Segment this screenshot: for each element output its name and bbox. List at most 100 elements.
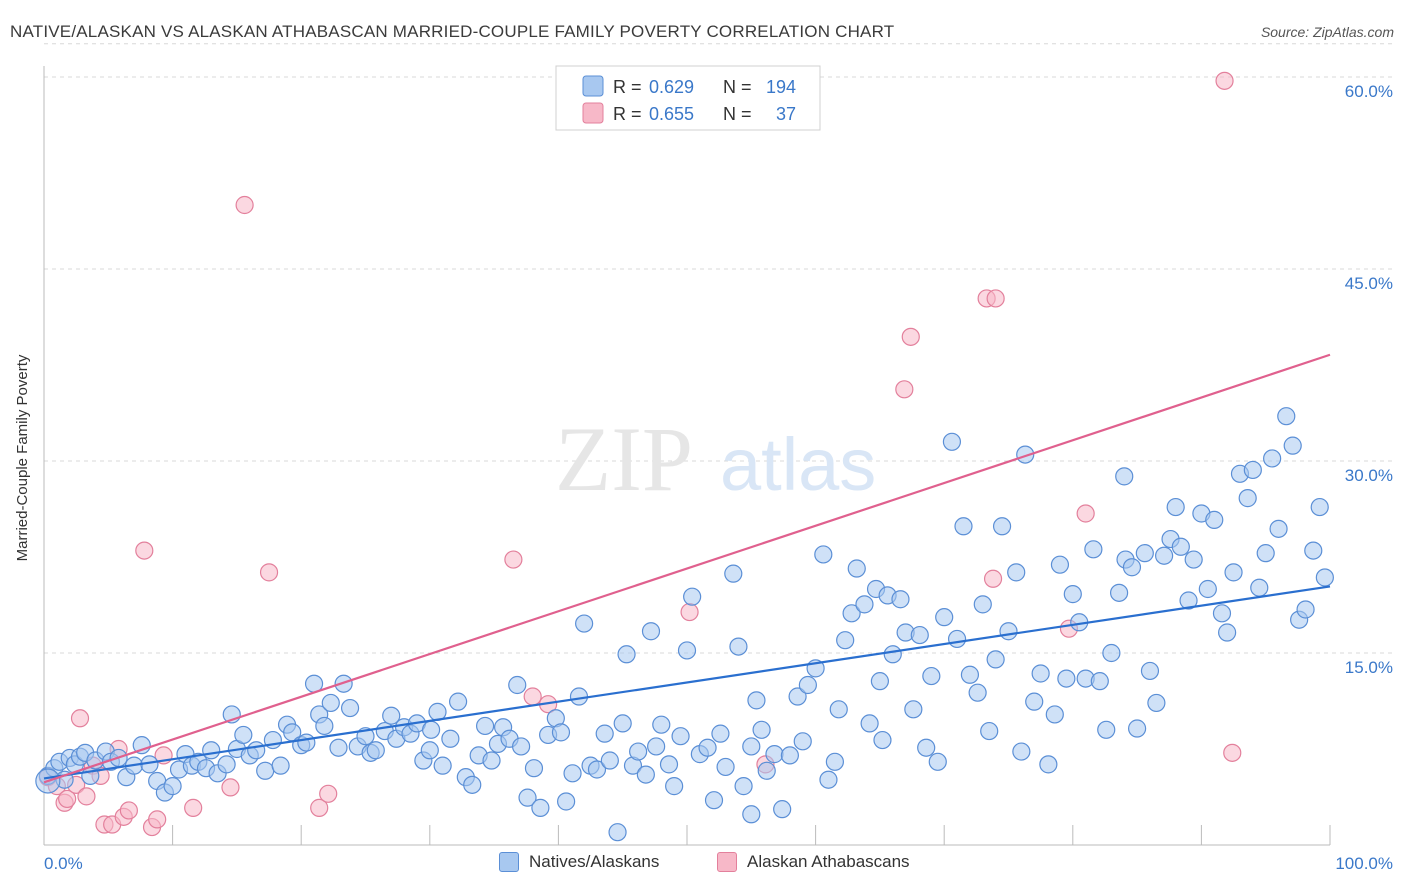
native-point-100	[683, 587, 702, 606]
native-point-114	[773, 800, 792, 819]
native-point-172	[1140, 661, 1160, 681]
native-point-95	[652, 715, 671, 734]
native-point-122	[825, 752, 844, 771]
native-point-97	[665, 777, 684, 796]
native-point-104	[711, 724, 730, 743]
native-point-50	[366, 741, 385, 760]
native-point-143	[954, 517, 973, 536]
native-point-84	[587, 760, 607, 779]
native-point-137	[917, 738, 936, 757]
y-tick-label-30: 30.0%	[1345, 466, 1393, 485]
native-point-139	[928, 752, 947, 771]
native-point-140	[935, 608, 954, 627]
native-point-111	[752, 720, 771, 739]
athabascan-point-30	[901, 327, 920, 346]
native-point-39	[297, 733, 316, 752]
native-point-102	[698, 738, 717, 757]
native-point-107	[729, 637, 748, 656]
native-point-89	[617, 645, 636, 664]
native-point-197	[1304, 541, 1323, 560]
native-point-123	[829, 700, 848, 719]
native-point-99	[677, 641, 697, 660]
native-point-144	[960, 665, 980, 684]
native-point-182	[1205, 510, 1224, 529]
watermark-zip: ZIP	[555, 408, 693, 510]
native-point-155	[1031, 664, 1050, 683]
native-point-74	[524, 759, 544, 778]
trend-lines	[43, 353, 1331, 784]
legend-n-value-2: 37	[776, 104, 796, 124]
native-point-160	[1063, 585, 1082, 604]
native-point-109	[742, 805, 761, 824]
native-point-132	[883, 645, 902, 664]
native-point-116	[788, 687, 807, 706]
native-point-62	[448, 692, 468, 711]
athabascan-point-35	[1076, 504, 1095, 523]
legend-item-athabascans[interactable]: Alaskan Athabascans	[717, 852, 910, 872]
native-point-98	[671, 727, 690, 746]
native-point-126	[847, 559, 866, 578]
native-point-35	[271, 756, 290, 775]
axes	[43, 66, 1331, 846]
native-point-166	[1102, 643, 1121, 663]
native-point-158	[1050, 555, 1070, 574]
native-point-75	[531, 798, 550, 817]
native-point-153	[1016, 445, 1035, 464]
native-point-170	[1127, 719, 1147, 738]
native-point-81	[569, 687, 589, 706]
native-point-178	[1179, 591, 1198, 610]
native-point-118	[798, 675, 817, 695]
native-point-200	[420, 741, 439, 760]
native-point-73	[518, 788, 537, 807]
native-point-92	[636, 765, 655, 784]
athabascan-point-5	[70, 709, 90, 728]
native-point-43	[321, 693, 340, 713]
y-tick-label-45: 45.0%	[1345, 274, 1393, 293]
native-point-177	[1171, 537, 1190, 556]
native-point-184	[1218, 623, 1237, 642]
native-point-72	[512, 737, 531, 756]
athabascan-point-24	[523, 687, 542, 706]
native-point-198	[1310, 497, 1329, 517]
native-point-127	[855, 595, 874, 614]
native-point-194	[1283, 436, 1302, 455]
native-point-156	[1039, 755, 1058, 774]
legend-item-natives[interactable]: Natives/Alaskans	[499, 852, 659, 872]
legend-r-label-1: R =	[613, 77, 642, 97]
athabascan-point-6	[77, 787, 96, 806]
native-point-203	[1115, 467, 1134, 486]
native-point-151	[1007, 563, 1026, 582]
native-point-27	[217, 755, 236, 774]
native-point-196	[1296, 600, 1315, 619]
x-tick-label-end: 100.0%	[1335, 854, 1393, 873]
native-point-179	[1184, 550, 1203, 569]
native-point-115	[780, 746, 799, 765]
native-point-105	[716, 757, 735, 777]
native-point-46	[340, 698, 360, 718]
native-point-150	[999, 622, 1018, 641]
athabascan-point-13	[119, 801, 138, 820]
native-point-121	[819, 770, 838, 789]
native-point-147	[980, 721, 999, 741]
legend-label-natives: Natives/Alaskans	[529, 852, 660, 871]
native-point-181	[1198, 579, 1217, 599]
native-point-86	[600, 751, 619, 770]
athabascan-point-14	[135, 541, 154, 560]
native-point-130	[873, 730, 892, 750]
legend-n-value-1: 194	[766, 77, 796, 97]
legend-r-value-2: 0.655	[649, 104, 694, 124]
native-point-61	[441, 729, 460, 748]
athabascan-point-29	[895, 380, 914, 399]
native-point-67	[482, 751, 501, 770]
native-point-19	[163, 777, 182, 796]
native-point-199	[1315, 568, 1334, 587]
athabascan-point-20	[235, 195, 254, 215]
native-point-149	[992, 517, 1012, 536]
athabascan-point-31	[983, 569, 1003, 588]
correlation-legend: R = 0.629 N = 194 R = 0.655 N = 37	[555, 65, 821, 131]
native-point-187	[1238, 489, 1257, 508]
native-point-80	[563, 764, 582, 783]
native-point-32	[247, 741, 266, 760]
native-point-120	[814, 545, 833, 564]
y-tick-label-15: 15.0%	[1345, 658, 1393, 677]
